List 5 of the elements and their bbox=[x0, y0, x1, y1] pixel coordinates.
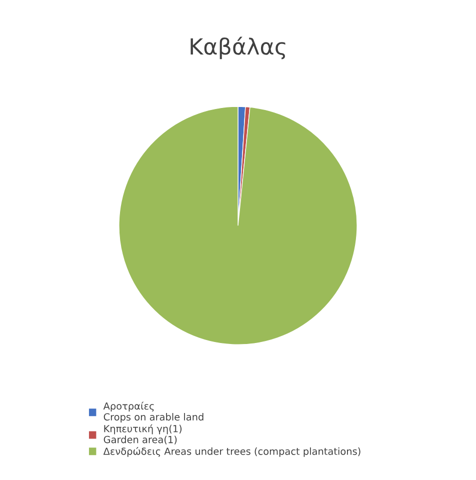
legend-label: Δενδρώδεις Areas under trees (compact plantations) bbox=[103, 447, 360, 457]
pie-slice bbox=[118, 106, 358, 345]
legend-label: Αροτραίες Crops on arable land bbox=[103, 402, 204, 422]
chart-title: Καβάλας bbox=[190, 36, 286, 60]
legend-label: Κηπευτική γη(1) Garden area(1) bbox=[104, 424, 182, 444]
